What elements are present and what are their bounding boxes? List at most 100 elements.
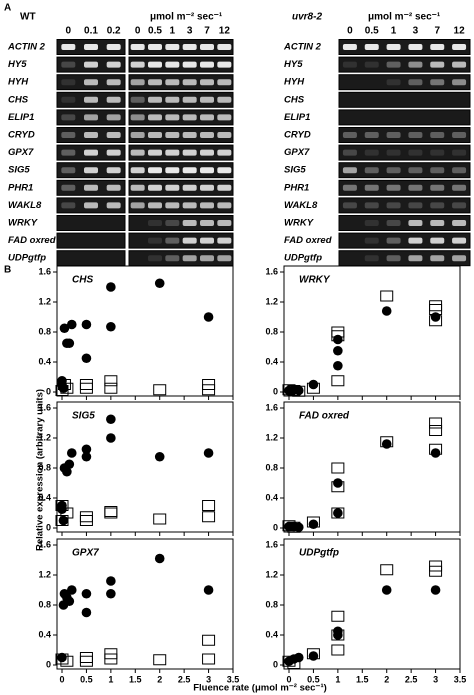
gel-band	[386, 149, 401, 156]
dose-label: 0.5	[148, 26, 162, 37]
x-tick-label: 2.5	[178, 674, 191, 684]
y-tick-label: 0.8	[265, 326, 278, 336]
point	[293, 385, 304, 396]
gel-band	[165, 167, 180, 174]
gel-band	[342, 149, 357, 156]
gel-band	[165, 202, 180, 209]
point	[55, 515, 69, 526]
gel-band	[200, 149, 214, 156]
dose-label: 0.1	[84, 26, 98, 37]
gel-band	[408, 255, 423, 262]
y-tick-label: 0.4	[38, 492, 51, 502]
gel-band	[130, 167, 145, 174]
point	[429, 315, 443, 327]
gel-band	[84, 61, 98, 68]
gel-strip	[128, 56, 234, 73]
point	[333, 478, 343, 488]
gene-label: GPX7	[8, 147, 34, 158]
chart-title: CHS	[72, 275, 93, 286]
gene-label: HYH	[8, 77, 29, 88]
gel-strip	[128, 91, 234, 108]
gel-strip	[338, 127, 471, 143]
point	[153, 513, 167, 525]
x-tick-label: 1.5	[129, 674, 142, 684]
chart-title: SIG5	[72, 411, 95, 422]
gel-strip	[128, 215, 234, 231]
point	[287, 385, 301, 396]
gel-band	[84, 184, 98, 191]
point	[58, 383, 69, 394]
gel-band	[342, 184, 357, 191]
plot-frame	[283, 265, 461, 397]
gel-strip	[56, 232, 126, 249]
gel-band	[217, 44, 232, 50]
point	[64, 338, 75, 349]
gel-band	[84, 132, 98, 138]
gel-band	[165, 184, 180, 191]
gel-band	[106, 184, 121, 191]
gel-band	[84, 114, 98, 121]
point	[331, 644, 345, 656]
point	[282, 384, 296, 396]
x-tick-label: 1	[335, 674, 340, 684]
gel-band	[182, 255, 197, 262]
y-tick-label: 0.4	[265, 629, 278, 639]
y-tick-label: 0.8	[38, 462, 51, 472]
point	[430, 585, 441, 595]
gel-band	[364, 61, 379, 68]
gel-strip	[128, 232, 234, 249]
point	[81, 444, 92, 455]
point	[292, 385, 306, 397]
gel-strip	[338, 197, 471, 214]
gene-label: SIG5	[284, 165, 306, 176]
x-tick-label: 3	[433, 674, 438, 684]
y-tick-label: 0.8	[265, 462, 278, 472]
point	[381, 306, 392, 316]
point	[106, 433, 116, 443]
gel-band	[84, 96, 98, 103]
chart-title: WRKY	[299, 275, 331, 286]
point	[333, 345, 343, 356]
gel-band	[452, 202, 467, 209]
gel-band	[408, 202, 423, 209]
point	[380, 436, 394, 448]
gel-band	[408, 61, 423, 68]
chart-title: UDPgtfp	[299, 548, 339, 559]
point	[202, 634, 216, 646]
gel-band	[364, 132, 379, 138]
gel-band	[430, 167, 445, 174]
gel-band	[165, 61, 180, 68]
panel-label: A	[4, 3, 11, 14]
gel-band	[430, 237, 445, 244]
y-tick-label: 0.4	[265, 356, 278, 366]
gel-band	[430, 79, 445, 86]
dose-label: 7	[434, 26, 440, 37]
dose-label: 12	[219, 26, 231, 37]
point	[81, 353, 92, 364]
gene-label: ELIP1	[284, 112, 310, 123]
point	[308, 379, 319, 390]
point	[66, 585, 77, 595]
gene-label: WRKY	[8, 218, 39, 229]
gel-band	[452, 149, 467, 156]
gel-strip	[338, 179, 471, 196]
point	[333, 334, 343, 345]
y-tick-label: 1.2	[265, 296, 278, 306]
gel-band	[61, 184, 76, 191]
point	[203, 448, 214, 458]
gel-band	[200, 61, 214, 68]
plot-frame	[56, 265, 234, 397]
point	[79, 652, 93, 663]
gel-band	[342, 202, 357, 209]
gene-label: PHR1	[284, 182, 309, 193]
panel-label: B	[4, 265, 11, 276]
point	[59, 323, 70, 334]
gel-band	[61, 167, 76, 174]
point	[331, 629, 345, 641]
gel-band	[130, 96, 145, 103]
gel-band	[130, 202, 145, 209]
gel-band	[386, 167, 401, 174]
point	[62, 466, 72, 477]
gel-strip	[56, 215, 126, 231]
gel-band	[386, 184, 401, 191]
